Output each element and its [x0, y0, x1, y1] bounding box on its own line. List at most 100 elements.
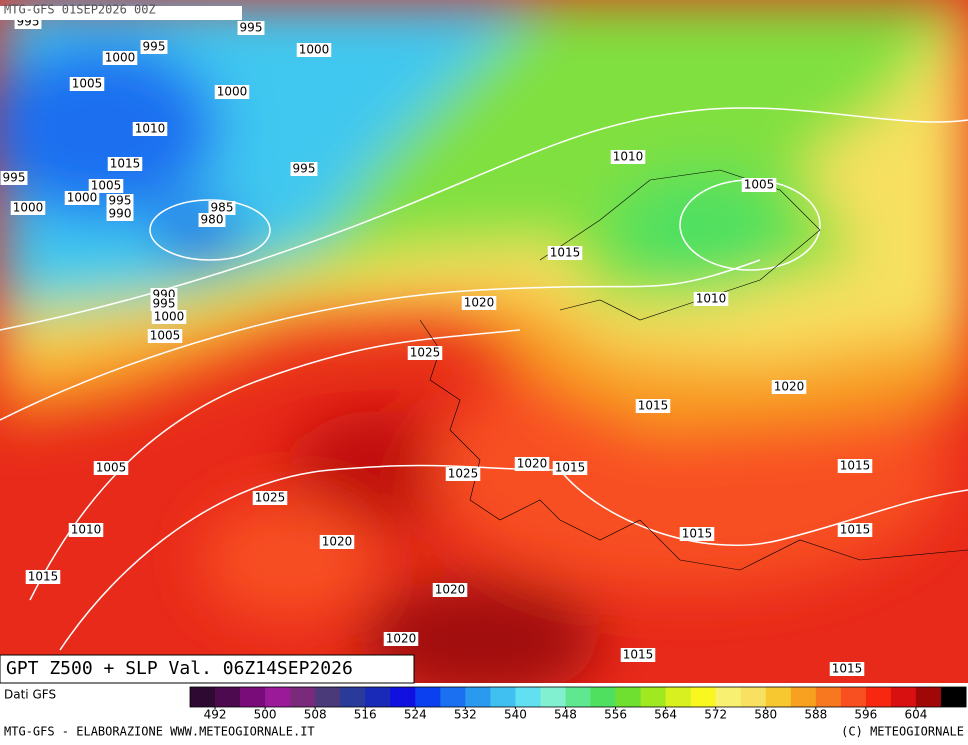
isobar-value: 990: [109, 207, 132, 221]
isobar-label: 980: [198, 213, 226, 227]
isobar-value: 995: [109, 194, 132, 208]
header-title: MTG-GFS 01SEP2026 00Z: [4, 3, 156, 17]
isobar-value: 1015: [682, 527, 713, 541]
colorbar-cell: [565, 687, 592, 707]
colorbar-tick-label: 588: [804, 708, 827, 722]
colorbar-tick-label: 492: [204, 708, 227, 722]
isobar-label: 1015: [552, 461, 588, 475]
colorbar-cell: [415, 687, 441, 707]
isobar-label: 985: [208, 201, 236, 215]
isobar-value: 995: [143, 40, 166, 54]
isobar-label: 1010: [610, 150, 646, 164]
label-box: [620, 648, 656, 662]
colorbar-cell: [240, 687, 266, 707]
isobar-label: 995: [290, 162, 318, 176]
label-box: [147, 329, 183, 343]
colorbar-cell: [815, 687, 842, 707]
isobar-value: 1015: [840, 523, 871, 537]
isobar-label: 1005: [69, 77, 105, 91]
isobar-value: 1020: [774, 380, 805, 394]
label-box: [445, 467, 481, 481]
label-box: [679, 527, 715, 541]
isobar-label: 1000: [214, 85, 250, 99]
isobar-value: 1005: [91, 179, 122, 193]
isobar-label: 1020: [771, 380, 807, 394]
label-box: [150, 297, 178, 311]
isobar-value: 995: [153, 297, 176, 311]
isobar-value: 1020: [322, 535, 353, 549]
colorbar: 492 500 508 516 524 532 540 548 556 564 572 580 588 5…: [189, 686, 967, 722]
colorbar-tick-label: 540: [504, 708, 527, 722]
isobar-label: 1015: [547, 246, 583, 260]
label-box: [198, 213, 226, 227]
colorbar-cell: [340, 687, 366, 707]
isobar-value: 1000: [13, 201, 44, 215]
isobar-label: 995: [0, 171, 28, 185]
isobar-value: 1015: [555, 461, 586, 475]
label-box: [106, 194, 134, 208]
colorbar-cell: [290, 687, 316, 707]
isobar-value: 1015: [110, 157, 141, 171]
isobar-label: 1015: [25, 570, 61, 584]
colorbar-cell: [740, 687, 767, 707]
isobar-value: 1015: [840, 459, 871, 473]
label-box: [25, 570, 61, 584]
colorbar-cell: [665, 687, 692, 707]
colorbar-frame: [189, 686, 967, 708]
map-title: GPT Z500 + SLP Val. 06Z14SEP2026: [6, 658, 353, 679]
isobar-label: 1015: [837, 459, 873, 473]
colorbar-cell: [890, 687, 917, 707]
isobar-value: 995: [293, 162, 316, 176]
isobar-value: 1015: [28, 570, 59, 584]
isobar-value: 995: [3, 171, 26, 185]
colorbar-cell: [315, 687, 341, 707]
colorbar-tick-label: 500: [254, 708, 277, 722]
isobar-value: 1005: [150, 329, 181, 343]
colorbar-label: Dati GFS: [4, 688, 56, 702]
label-box: [290, 162, 318, 176]
isobar-value: 1010: [696, 292, 727, 306]
isobar-value: 1015: [550, 246, 581, 260]
isobar-label: 990: [106, 207, 134, 221]
isobar-value: 1000: [217, 85, 248, 99]
colorbar-tick-label: 532: [454, 708, 477, 722]
label-box: [693, 292, 729, 306]
isobar-label: 1000: [296, 43, 332, 57]
label-box: [10, 201, 46, 215]
isobar-label: 1015: [679, 527, 715, 541]
map-field: [0, 0, 968, 683]
isobar-label: 1015: [829, 662, 865, 676]
colorbar-cell: [590, 687, 617, 707]
isobar-label: 1020: [319, 535, 355, 549]
label-box: [610, 150, 646, 164]
label-box: [237, 21, 265, 35]
isobar-value: 1015: [638, 399, 669, 413]
isobar-value: 995: [240, 21, 263, 35]
isobar-label: 995: [140, 40, 168, 54]
isobar-value: 1000: [299, 43, 330, 57]
isobar-label: 1000: [10, 201, 46, 215]
colorbar-cell: [615, 687, 642, 707]
colorbar-cell: [715, 687, 742, 707]
isobar-label: 1025: [407, 346, 443, 360]
label-box: [214, 85, 250, 99]
isobar-label: 1020: [461, 296, 497, 310]
title-box: [0, 654, 415, 684]
colorbar-cell: [390, 687, 416, 707]
label-box: [829, 662, 865, 676]
label-box: [93, 461, 129, 475]
isobar-value: 1010: [135, 122, 166, 136]
isobar-value: 1015: [832, 662, 863, 676]
isobar-label: 1015: [837, 523, 873, 537]
isobar-label: 995: [237, 21, 265, 35]
isobar-label: 995: [150, 297, 178, 311]
isobar-value: 1010: [71, 523, 102, 537]
label-box: [252, 491, 288, 505]
label-box: [64, 191, 100, 205]
isobar-label: 1015: [620, 648, 656, 662]
colorbar-cell: [365, 687, 391, 707]
isobar-label: 1020: [514, 457, 550, 471]
isobar-value: 1000: [105, 51, 136, 65]
label-box: [771, 380, 807, 394]
